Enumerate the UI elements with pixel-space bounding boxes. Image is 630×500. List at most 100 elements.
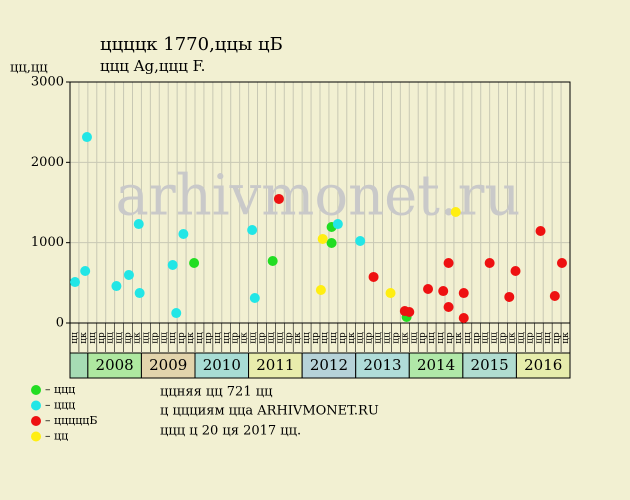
column-label: цк: [293, 332, 303, 344]
data-point: [332, 219, 343, 230]
column-label: цц: [374, 332, 384, 344]
column-label: цк: [454, 332, 464, 344]
data-point: [171, 308, 182, 319]
data-point: [189, 257, 200, 268]
column-label: цц: [249, 332, 259, 344]
legend-marker: [31, 416, 41, 426]
data-point: [443, 302, 454, 313]
y-axis-title: цц,цц: [10, 61, 48, 76]
column-label: цк: [347, 332, 357, 344]
data-point: [70, 277, 80, 288]
column-label: цр: [124, 332, 134, 344]
column-label: цк: [79, 332, 89, 344]
data-point: [133, 219, 144, 230]
column-label: цц: [409, 332, 419, 344]
column-label: цр: [231, 332, 241, 344]
data-point: [368, 271, 379, 282]
data-point: [535, 226, 546, 237]
column-label: цц: [490, 332, 500, 344]
chart-subtitle: ццц Ag,ццц F.: [100, 57, 205, 75]
year-band: [515, 352, 571, 379]
data-point: [438, 286, 449, 297]
data-point: [167, 259, 178, 270]
column-label: цр: [418, 332, 428, 344]
column-label: цц: [213, 332, 223, 344]
note: ццняя цц 721 цц: [160, 385, 272, 400]
column-label: цц: [436, 332, 446, 344]
chart-title: ццццк 1770,ццы цБ: [100, 34, 283, 55]
column-label: цц: [195, 332, 205, 344]
column-label: цц: [481, 332, 491, 344]
column-label: цц: [320, 332, 330, 344]
data-point: [81, 132, 92, 143]
column-label: цц: [329, 332, 339, 344]
note: ццц ц 20 ця 2017 цц.: [160, 424, 301, 439]
data-point: [80, 266, 91, 277]
column-label: цк: [561, 332, 571, 344]
column-label: цр: [391, 332, 401, 344]
data-point: [123, 269, 134, 280]
data-point: [450, 206, 461, 217]
year-band: [194, 352, 250, 379]
column-label: цц: [356, 332, 366, 344]
column-label: цц: [141, 332, 151, 344]
data-point: [404, 306, 415, 317]
column-label: цц: [275, 332, 285, 344]
year-label: 2012: [310, 356, 348, 374]
data-point: [556, 257, 567, 268]
data-point: [458, 313, 469, 324]
data-point: [549, 291, 560, 302]
column-label: цр: [311, 332, 321, 344]
column-label: цк: [186, 332, 196, 344]
column-label: цц: [88, 332, 98, 344]
data-point: [249, 293, 260, 304]
column-label: цр: [445, 332, 455, 344]
axis-frame: [69, 322, 571, 379]
column-label: цц: [382, 332, 392, 344]
legend-label: – ццц: [45, 383, 75, 396]
column-label: цц: [534, 332, 544, 344]
column-label: цц: [266, 332, 276, 344]
y-tick-label: 0: [56, 316, 64, 331]
column-label: цц: [463, 332, 473, 344]
column-label: цр: [338, 332, 348, 344]
data-point: [385, 288, 396, 299]
data-point: [355, 235, 366, 246]
column-label: цр: [472, 332, 482, 344]
column-label: цр: [552, 332, 562, 344]
column-label: цр: [365, 332, 375, 344]
column-label: цц: [516, 332, 526, 344]
year-label: 2011: [256, 356, 294, 374]
data-point: [317, 233, 328, 244]
column-label: цр: [284, 332, 294, 344]
column-label: цц: [159, 332, 169, 344]
year-label: 2010: [203, 356, 241, 374]
year-band: [69, 352, 89, 379]
column-label: цр: [97, 332, 107, 344]
column-label: цк: [240, 332, 250, 344]
column-label: цр: [204, 332, 214, 344]
year-label: 2013: [363, 356, 401, 374]
data-point: [510, 266, 521, 277]
data-point: [484, 257, 495, 268]
data-point: [267, 255, 278, 266]
column-label: цр: [257, 332, 267, 344]
legend-label: – цццццБ: [45, 414, 97, 427]
data-point: [458, 288, 469, 299]
y-tick-label: 1000: [31, 235, 64, 250]
year-label: 2015: [471, 356, 509, 374]
data-point: [178, 228, 189, 239]
column-label: цк: [507, 332, 517, 344]
column-label: цк: [400, 332, 410, 344]
data-point: [247, 224, 258, 235]
year-label: 2009: [149, 356, 187, 374]
data-point: [111, 281, 122, 292]
data-point: [423, 284, 434, 295]
data-point: [443, 257, 454, 268]
year-label: 2016: [524, 356, 562, 374]
watermark: arhivmonet.ru: [116, 164, 521, 229]
legend-marker: [31, 400, 41, 411]
column-label: цц: [543, 332, 553, 344]
data-point: [134, 288, 145, 299]
